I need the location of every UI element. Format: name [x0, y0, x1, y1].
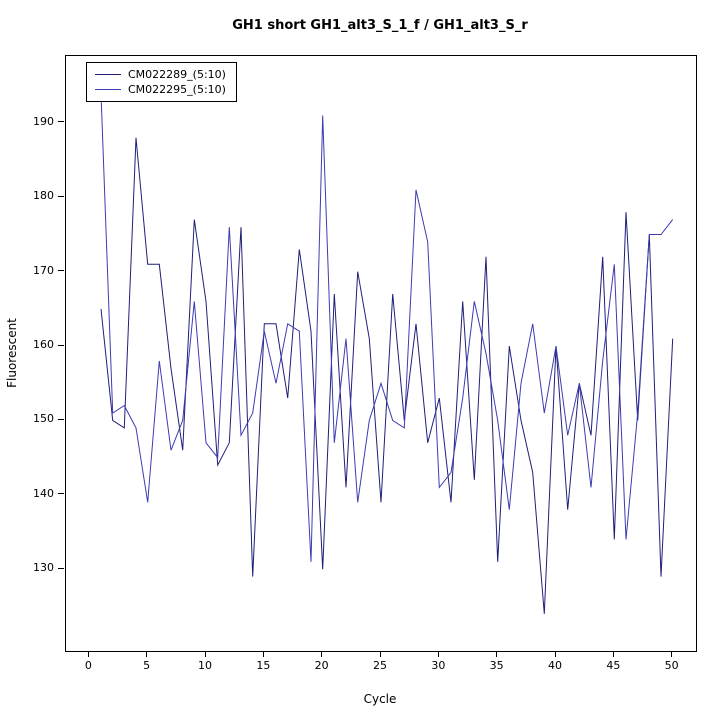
- legend-label: CM022295_(5:10): [128, 83, 226, 96]
- x-tick-label: 15: [256, 659, 271, 672]
- y-tick-mark: [58, 418, 64, 420]
- x-tick-mark: [437, 651, 439, 657]
- y-tick-label: 180: [33, 189, 54, 203]
- x-tick-mark: [496, 651, 498, 657]
- x-tick-label: 35: [489, 659, 504, 672]
- legend-item: CM022295_(5:10): [95, 82, 226, 97]
- legend-line-sample: [95, 74, 121, 75]
- x-tick-mark: [87, 651, 89, 657]
- y-tick-mark: [58, 195, 64, 197]
- x-tick-mark: [612, 651, 614, 657]
- x-axis-label: Cycle: [363, 692, 397, 706]
- y-tick-label: 170: [33, 263, 54, 277]
- y-tick-mark: [58, 121, 64, 123]
- y-tick-label: 190: [33, 114, 54, 128]
- x-tick-label: 40: [548, 659, 562, 672]
- x-tick-mark: [204, 651, 206, 657]
- y-tick-mark: [58, 270, 64, 272]
- x-tick-label: 20: [314, 659, 329, 672]
- legend-item: CM022289_(5:10): [95, 67, 226, 82]
- x-tick-label: 10: [198, 659, 212, 672]
- y-tick-label: 150: [33, 412, 54, 426]
- chart-title: GH1 short GH1_alt3_S_1_f / GH1_alt3_S_r: [232, 18, 528, 33]
- x-tick-mark: [321, 651, 323, 657]
- x-tick-mark: [146, 651, 148, 657]
- x-tick-label: 45: [606, 659, 621, 672]
- y-axis-label: Fluorescent: [5, 318, 19, 388]
- y-tick-label: 160: [33, 338, 54, 352]
- x-tick-label: 50: [664, 659, 679, 672]
- series-line-1: [100, 93, 674, 562]
- x-tick-label: 30: [431, 659, 446, 672]
- legend-line-sample: [95, 89, 121, 90]
- y-tick-mark: [58, 493, 64, 495]
- y-tick-mark: [58, 567, 64, 569]
- x-tick-mark: [379, 651, 381, 657]
- y-tick-label: 140: [33, 486, 54, 500]
- x-tick-label: 0: [84, 659, 92, 672]
- series-line-0: [100, 137, 674, 614]
- y-tick-mark: [58, 344, 64, 346]
- x-tick-mark: [262, 651, 264, 657]
- x-tick-mark: [671, 651, 673, 657]
- legend: CM022289_(5:10) CM022295_(5:10): [86, 62, 237, 102]
- plot-area: CM022289_(5:10) CM022295_(5:10): [65, 55, 697, 652]
- x-tick-mark: [554, 651, 556, 657]
- x-tick-label: 5: [143, 659, 151, 672]
- line-chart: [100, 93, 674, 614]
- legend-label: CM022289_(5:10): [128, 68, 226, 81]
- y-tick-label: 130: [33, 561, 54, 575]
- x-tick-label: 25: [373, 659, 387, 672]
